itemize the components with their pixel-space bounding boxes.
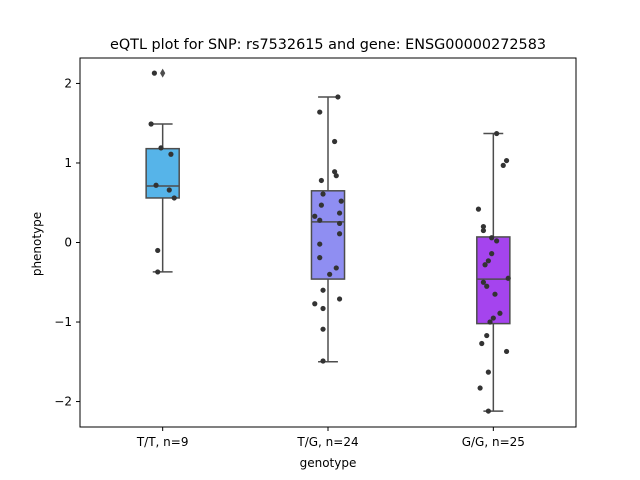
y-axis-label: phenotype	[30, 212, 44, 276]
x-tick-label: G/G, n=25	[462, 435, 525, 449]
data-point	[480, 223, 487, 230]
data-point	[166, 187, 172, 193]
data-point	[327, 271, 333, 277]
data-point	[336, 220, 343, 227]
data-point	[171, 195, 177, 201]
data-point	[332, 169, 338, 175]
data-point	[500, 162, 506, 168]
y-tick-label: −2	[54, 395, 72, 409]
data-point	[497, 310, 503, 316]
data-point	[336, 296, 343, 302]
data-point	[335, 94, 341, 100]
data-point	[503, 157, 510, 164]
data-point	[336, 231, 343, 237]
x-tick-label: T/T, n=9	[136, 435, 189, 449]
data-point	[484, 283, 490, 289]
data-point	[333, 173, 339, 179]
outlier-marker	[160, 68, 166, 78]
y-tick-label: 0	[64, 236, 72, 250]
box-group-2	[310, 96, 346, 363]
box-group-3	[476, 132, 511, 412]
data-point	[312, 301, 318, 307]
data-point	[479, 340, 485, 347]
data-point	[317, 109, 323, 115]
data-point	[312, 213, 318, 219]
points-group-3	[475, 130, 511, 414]
y-tick-label: 2	[64, 76, 72, 90]
data-point	[494, 238, 500, 244]
data-point	[168, 151, 174, 157]
points-group-2	[312, 94, 344, 364]
data-point	[494, 130, 500, 137]
data-point	[317, 217, 323, 223]
chart-title: eQTL plot for SNP: rs7532615 and gene: E…	[110, 37, 546, 53]
data-point	[151, 70, 157, 76]
data-point	[480, 227, 487, 234]
data-point	[336, 210, 343, 216]
data-point	[485, 408, 491, 414]
data-point	[155, 269, 161, 275]
data-point	[503, 348, 510, 355]
data-point	[485, 369, 491, 375]
data-point	[320, 305, 326, 312]
data-point	[492, 291, 498, 297]
x-tick-label: T/G, n=24	[296, 435, 358, 449]
data-point	[475, 206, 482, 212]
data-point	[489, 251, 495, 257]
data-point	[487, 319, 493, 325]
data-point	[317, 241, 323, 247]
data-point	[153, 182, 159, 188]
x-axis-label: genotype	[300, 456, 357, 470]
data-point	[148, 121, 154, 127]
data-point	[489, 235, 495, 241]
data-point	[320, 191, 326, 197]
box-group-1	[145, 68, 180, 273]
data-point	[477, 385, 483, 391]
data-point	[318, 202, 324, 208]
data-point	[320, 287, 326, 293]
data-point	[318, 177, 324, 184]
data-point	[317, 255, 323, 261]
data-point	[320, 358, 326, 364]
data-point	[484, 332, 490, 339]
data-point	[158, 145, 164, 151]
data-point	[332, 138, 338, 145]
box-iqr	[145, 147, 180, 199]
y-tick-label: 1	[64, 156, 72, 170]
axes: 2 1 0 −1 −2 T/T, n=9 T/G, n=24 G/G, n=25	[54, 57, 577, 449]
data-point	[338, 198, 344, 204]
y-tick-label: −1	[54, 315, 72, 329]
data-point	[482, 262, 488, 268]
data-point	[155, 247, 161, 254]
data-point	[320, 326, 326, 332]
data-point	[490, 315, 496, 321]
points-group-1	[148, 70, 177, 275]
data-point	[480, 279, 487, 285]
plot-area	[145, 68, 511, 414]
data-point	[333, 265, 339, 271]
data-point	[505, 275, 511, 281]
data-point	[485, 258, 491, 264]
